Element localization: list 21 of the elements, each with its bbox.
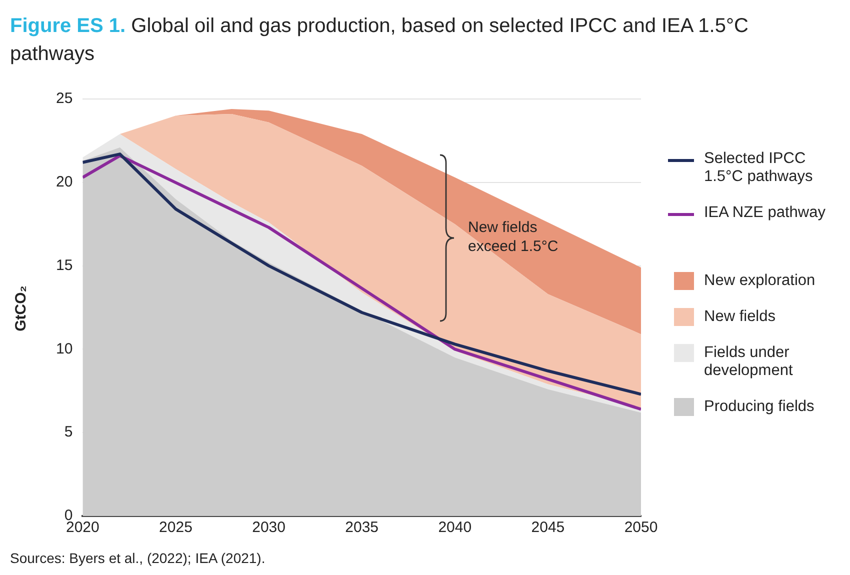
legend-label: IEA NZE pathway [704,204,826,222]
annotation: New fields exceed 1.5°C [468,218,560,256]
legend-label: Fields under development [704,344,794,380]
legend-label: Producing fields [704,398,814,416]
x-tick-label: 2030 [252,519,286,536]
legend-label: New exploration [704,272,816,290]
y-tick-label: 20 [56,174,73,191]
y-axis-title: GtCO₂ [12,286,30,332]
legend-label: New fields [704,308,776,326]
x-tick-label: 2050 [624,519,658,536]
chart-title: Figure ES 1. Global oil and gas production, based on selected IPCC and IEA 1.5°C pathways [10,15,748,65]
y-tick-label: 10 [56,340,73,358]
x-tick-label: 2040 [438,519,472,536]
legend-label: Selected IPCC 1.5°C pathways [704,150,814,186]
x-tick-label: 2045 [531,519,565,536]
x-tick-label: 2025 [159,519,192,536]
source-note: Sources: Byers et al., (2022); IEA (2021). [10,550,266,566]
x-tick-label: 2035 [345,519,379,536]
y-tick-label: 5 [64,424,73,441]
y-tick-label: 25 [56,90,73,108]
y-tick-label: 15 [56,256,73,274]
